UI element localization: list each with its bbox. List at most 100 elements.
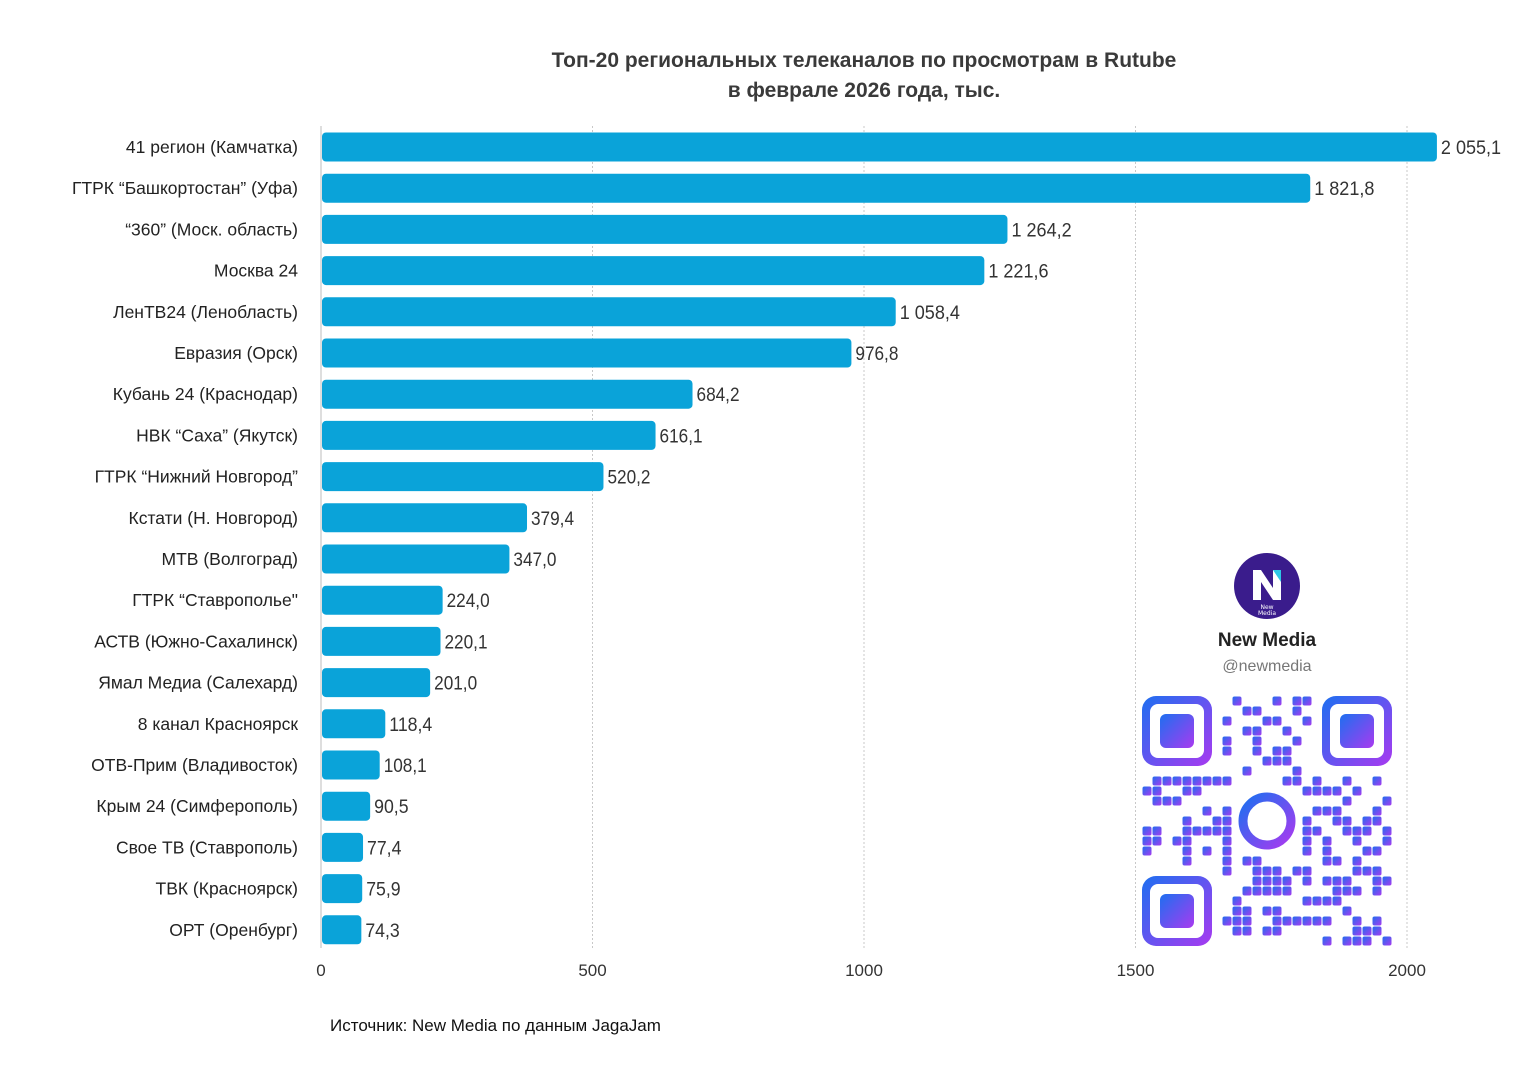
category-label: ГТРК “Ставрополье" bbox=[132, 590, 298, 610]
qr-module bbox=[1352, 836, 1362, 846]
qr-module bbox=[1252, 746, 1262, 756]
qr-module bbox=[1322, 896, 1332, 906]
qr-module bbox=[1292, 706, 1302, 716]
qr-module bbox=[1212, 816, 1222, 826]
qr-module bbox=[1252, 876, 1262, 886]
qr-module bbox=[1182, 776, 1192, 786]
qr-module bbox=[1312, 786, 1322, 796]
qr-module bbox=[1352, 886, 1362, 896]
qr-module bbox=[1362, 816, 1372, 826]
qr-center-ring bbox=[1238, 792, 1296, 850]
new-media-logo-icon: New Media bbox=[1234, 553, 1300, 619]
bar bbox=[322, 173, 1311, 203]
qr-module bbox=[1222, 776, 1232, 786]
qr-module bbox=[1232, 896, 1242, 906]
qr-module bbox=[1302, 916, 1312, 926]
qr-finder-eye bbox=[1340, 714, 1374, 748]
qr-module bbox=[1242, 886, 1252, 896]
qr-module bbox=[1182, 786, 1192, 796]
qr-module bbox=[1372, 866, 1382, 876]
qr-module bbox=[1262, 876, 1272, 886]
qr-module bbox=[1342, 796, 1352, 806]
bar bbox=[322, 668, 431, 698]
value-label: 1 821,8 bbox=[1314, 179, 1374, 200]
qr-module bbox=[1222, 736, 1232, 746]
qr-module bbox=[1372, 806, 1382, 816]
category-label: 41 регион (Камчатка) bbox=[126, 137, 298, 157]
qr-module bbox=[1302, 846, 1312, 856]
qr-module bbox=[1352, 866, 1362, 876]
category-label: Евразия (Орск) bbox=[174, 343, 298, 363]
brand-handle: @newmedia bbox=[1222, 658, 1312, 675]
qr-module bbox=[1372, 776, 1382, 786]
qr-module bbox=[1292, 916, 1302, 926]
qr-module bbox=[1212, 826, 1222, 836]
x-tick-label: 0 bbox=[316, 961, 325, 980]
qr-module bbox=[1252, 866, 1262, 876]
category-label: АСТВ (Южно-Сахалинск) bbox=[94, 631, 298, 651]
qr-module bbox=[1292, 776, 1302, 786]
value-label: 108,1 bbox=[384, 756, 427, 777]
qr-finder-eye bbox=[1160, 714, 1194, 748]
qr-module bbox=[1282, 776, 1292, 786]
bar bbox=[322, 256, 985, 286]
qr-module bbox=[1202, 806, 1212, 816]
qr-module bbox=[1262, 756, 1272, 766]
value-label: 684,2 bbox=[697, 385, 740, 406]
qr-module bbox=[1232, 696, 1242, 706]
qr-module bbox=[1272, 756, 1282, 766]
bar bbox=[322, 297, 896, 327]
qr-module bbox=[1202, 776, 1212, 786]
value-label: 379,4 bbox=[531, 509, 574, 530]
qr-module bbox=[1372, 816, 1382, 826]
qr-module bbox=[1342, 816, 1352, 826]
brand-name: New Media bbox=[1217, 630, 1317, 651]
category-label: ТВК (Красноярск) bbox=[156, 879, 299, 899]
qr-module bbox=[1302, 816, 1312, 826]
category-labels: 41 регион (Камчатка) ГТРК “Башкортостан” … bbox=[72, 137, 298, 940]
qr-module bbox=[1322, 856, 1332, 866]
qr-module bbox=[1302, 826, 1312, 836]
bar bbox=[322, 420, 656, 450]
qr-module bbox=[1282, 726, 1292, 736]
category-label: Кстати (Н. Новгород) bbox=[129, 508, 298, 528]
category-label: “360” (Моск. область) bbox=[125, 219, 298, 239]
qr-module bbox=[1242, 726, 1252, 736]
qr-module bbox=[1222, 826, 1232, 836]
x-tick-label: 1500 bbox=[1117, 961, 1155, 980]
qr-module bbox=[1372, 846, 1382, 856]
qr-module bbox=[1342, 936, 1352, 946]
qr-module bbox=[1332, 856, 1342, 866]
category-label: Ямал Медиа (Салехард) bbox=[98, 673, 298, 693]
qr-module bbox=[1222, 846, 1232, 856]
qr-module bbox=[1162, 796, 1172, 806]
bar bbox=[322, 832, 364, 862]
qr-module bbox=[1272, 716, 1282, 726]
qr-module bbox=[1332, 876, 1342, 886]
qr-module bbox=[1262, 866, 1272, 876]
qr-finder-eye bbox=[1160, 894, 1194, 928]
qr-module bbox=[1382, 826, 1392, 836]
qr-module bbox=[1292, 696, 1302, 706]
value-label: 90,5 bbox=[374, 797, 408, 818]
value-label: 220,1 bbox=[445, 632, 488, 653]
qr-module bbox=[1362, 846, 1372, 856]
qr-module bbox=[1222, 916, 1232, 926]
qr-module bbox=[1302, 786, 1312, 796]
value-label: 520,2 bbox=[607, 468, 650, 489]
bar bbox=[322, 791, 371, 821]
qr-module bbox=[1182, 836, 1192, 846]
bar bbox=[322, 544, 510, 574]
qr-module bbox=[1352, 926, 1362, 936]
qr-module bbox=[1222, 856, 1232, 866]
qr-module bbox=[1292, 866, 1302, 876]
qr-module bbox=[1372, 876, 1382, 886]
qr-module bbox=[1282, 916, 1292, 926]
qr-module bbox=[1262, 906, 1272, 916]
qr-module bbox=[1262, 886, 1272, 896]
qr-module bbox=[1242, 916, 1252, 926]
qr-code-icon[interactable] bbox=[1142, 696, 1392, 946]
value-label: 201,0 bbox=[434, 674, 477, 695]
qr-module bbox=[1322, 846, 1332, 856]
